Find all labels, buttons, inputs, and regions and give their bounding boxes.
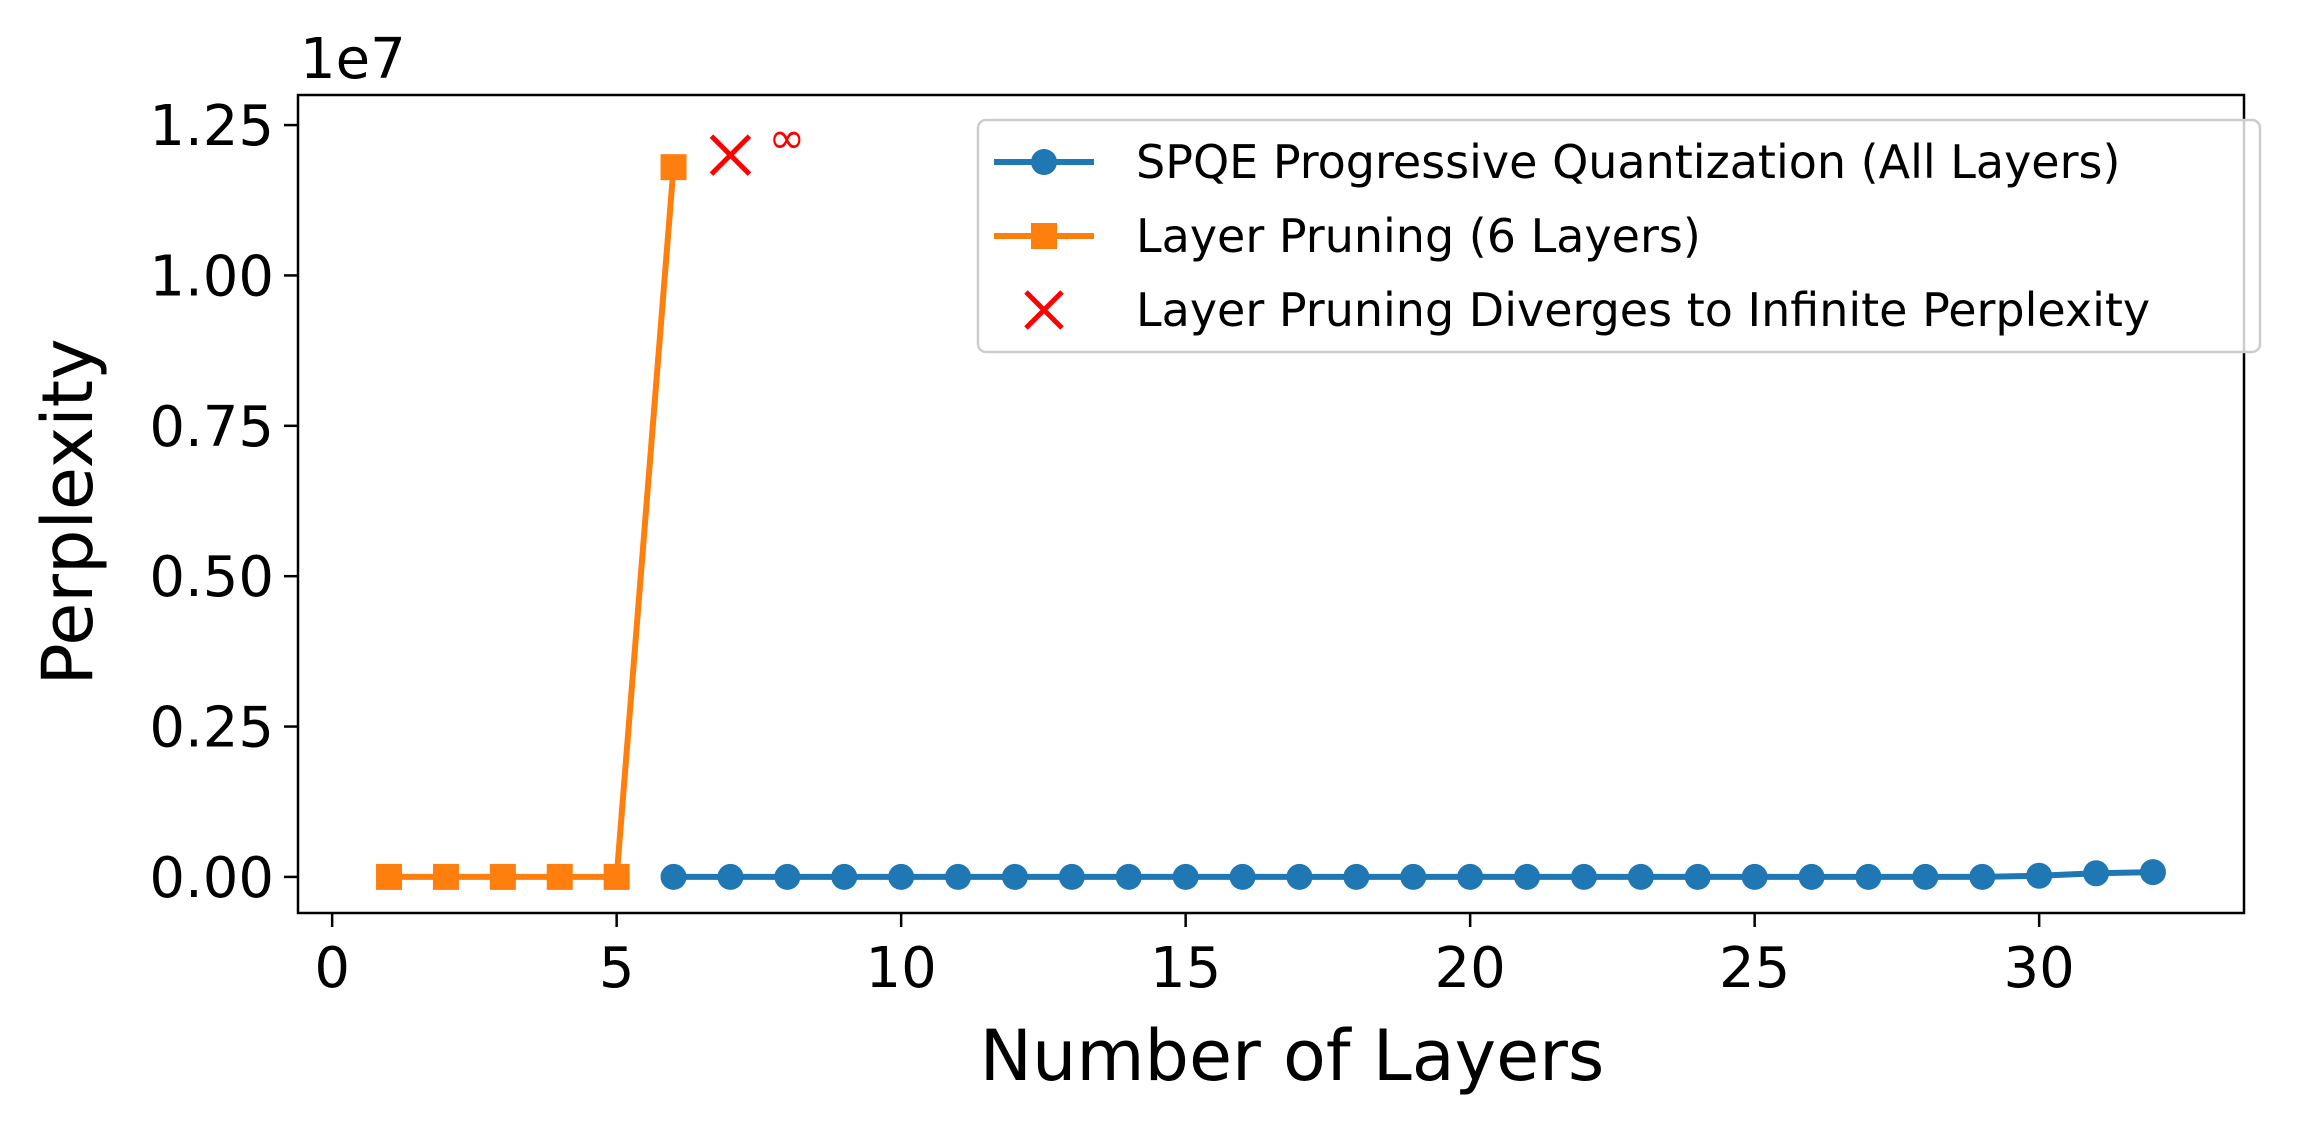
data-point [489,863,516,890]
data-point [2026,862,2053,889]
data-point [1172,863,1199,890]
data-point [660,154,687,181]
legend-label: SPQE Progressive Quantization (All Layer… [1136,135,2120,189]
y-tick-label: 1.25 [149,94,274,159]
data-point [1115,863,1142,890]
data-point [709,134,752,176]
data-point [1457,863,1484,890]
series-2 [376,154,687,890]
data-point [717,863,744,890]
plot-frame [296,93,2246,915]
x-tick-label: 15 [1150,936,1221,1001]
series-1 [660,859,2166,890]
legend-marker [1024,290,1064,330]
x-tick-label: 20 [1435,936,1506,1001]
data-point [1855,863,1882,890]
data-point [1400,863,1427,890]
y-offset-text: 1e7 [300,27,406,92]
data-point [2083,860,2110,887]
legend-entry: Layer Pruning (6 Layers) [994,209,1701,263]
y-tick-label: 0.25 [149,696,274,761]
x-tick-label: 5 [599,936,635,1001]
data-point [945,863,972,890]
infinity-annotation: ∞ [768,113,805,164]
data-point [774,863,801,890]
y-tick-label: 1.00 [149,244,274,309]
data-point [1741,863,1768,890]
data-point [603,863,630,890]
legend-entry: SPQE Progressive Quantization (All Layer… [994,135,2120,189]
data-point [2139,859,2166,886]
legend-label: Layer Pruning (6 Layers) [1136,209,1701,263]
legend-label: Layer Pruning Diverges to Infinite Perpl… [1136,283,2150,337]
data-point [1570,863,1597,890]
x-tick-label: 25 [1719,936,1790,1001]
data-point [1969,863,1996,890]
x-tick-label: 10 [866,936,937,1001]
legend-marker [1031,149,1057,175]
data-point [1798,863,1825,890]
data-point [1001,863,1028,890]
data-point [888,863,915,890]
y-tick-label: 0.50 [149,545,274,610]
data-point [1058,863,1085,890]
data-point [1912,863,1939,890]
data-point [1684,863,1711,890]
legend-box [976,118,2262,354]
legend-entry: Layer Pruning Diverges to Infinite Perpl… [1024,283,2150,337]
x-tick-label: 0 [314,936,350,1001]
data-point [660,863,687,890]
series-3: ∞ [709,113,805,176]
x-axis-label: Number of Layers [980,1015,1605,1097]
data-point [1286,863,1313,890]
data-point [1514,863,1541,890]
data-point [1229,863,1256,890]
data-point [376,863,403,890]
data-point [1343,863,1370,890]
ticks-layer: 0 5 10 15 20 25 30 0.00 0.25 0.50 0.75 1.00 1.25 [149,94,2074,1001]
legend-marker [1031,223,1057,249]
data-point [1627,863,1654,890]
data-point [546,863,573,890]
data-point [432,863,459,890]
legend: SPQE Progressive Quantization (All Layer… [976,118,2262,354]
y-tick-label: 0.00 [149,846,274,911]
y-axis-label: Perplexity [27,338,109,685]
data-point [831,863,858,890]
x-tick-label: 30 [2004,936,2075,1001]
y-tick-label: 0.75 [149,395,274,460]
series-layer: ∞ [376,113,2166,890]
